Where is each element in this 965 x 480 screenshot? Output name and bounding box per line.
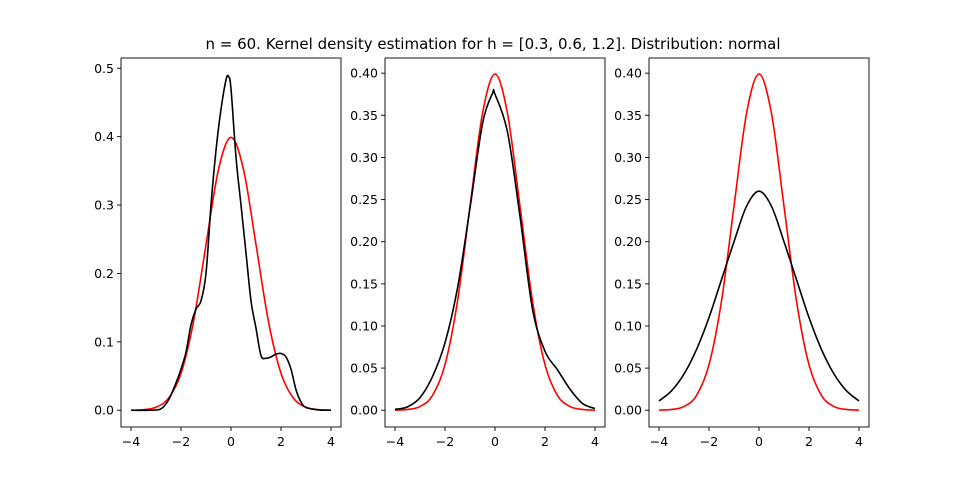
kde-line	[658, 190, 860, 402]
y-tick-label: 0.5	[94, 61, 114, 76]
true-density-line	[130, 136, 332, 411]
y-tick-label: 0.4	[94, 129, 114, 144]
y-tick-label: 0.10	[350, 318, 378, 333]
x-tick-label: 4	[327, 434, 335, 449]
y-tick-label: 0.05	[350, 361, 378, 376]
y-tick-label: 0.15	[350, 276, 378, 291]
y-tick-label: 0.35	[614, 108, 642, 123]
x-tick-label: 2	[805, 434, 813, 449]
kde-line	[130, 74, 332, 412]
x-tick-label: 4	[591, 434, 599, 449]
y-tick-label: 0.1	[94, 334, 114, 349]
y-tick-label: 0.00	[350, 403, 378, 418]
x-tick-label: −4	[650, 434, 668, 449]
x-tick-label: −2	[172, 434, 190, 449]
y-tick-label: 0.35	[350, 108, 378, 123]
x-tick-label: 0	[227, 434, 235, 449]
x-tick-label: 2	[277, 434, 285, 449]
y-tick-label: 0.20	[350, 234, 378, 249]
subplot-1: −4 −2 0 2 4 0.0 0.1 0.2 0.3 0.4 0.5	[94, 57, 342, 449]
x-tick-label: −2	[436, 434, 454, 449]
x-tick-label: −4	[386, 434, 404, 449]
figure-title: n = 60. Kernel density estimation for h …	[205, 35, 780, 53]
y-tick-label: 0.30	[350, 150, 378, 165]
subplots: −4 −2 0 2 4 0.0 0.1 0.2 0.3 0.4 0.5 −4 −2 0 2 4 0.00 0.05…	[94, 57, 870, 449]
x-tick-label: 0	[491, 434, 499, 449]
y-tick-label: 0.25	[614, 192, 642, 207]
y-tick-label: 0.25	[350, 192, 378, 207]
y-tick-label: 0.00	[614, 403, 642, 418]
x-tick-label: 0	[755, 434, 763, 449]
y-tick-label: 0.30	[614, 150, 642, 165]
x-tick-label: 2	[541, 434, 549, 449]
subplot-3: −4 −2 0 2 4 0.00 0.05 0.10 0.15 0.20 0.25 0.30 0.35 0…	[614, 57, 870, 449]
y-tick-label: 0.2	[94, 266, 114, 281]
x-tick-label: −4	[122, 434, 140, 449]
true-density-line	[658, 73, 860, 411]
y-tick-label: 0.0	[94, 403, 114, 418]
y-tick-label: 0.20	[614, 234, 642, 249]
x-tick-label: 4	[855, 434, 863, 449]
y-tick-label: 0.05	[614, 361, 642, 376]
y-tick-label: 0.40	[350, 66, 378, 81]
y-tick-label: 0.10	[614, 318, 642, 333]
true-density-line	[394, 73, 596, 411]
y-tick-label: 0.15	[614, 276, 642, 291]
y-tick-label: 0.40	[614, 66, 642, 81]
y-tick-label: 0.3	[94, 198, 114, 213]
x-tick-label: −2	[700, 434, 718, 449]
kde-line	[394, 88, 596, 411]
subplot-2: −4 −2 0 2 4 0.00 0.05 0.10 0.15 0.20 0.25 0.30 0.35 0…	[350, 57, 606, 449]
